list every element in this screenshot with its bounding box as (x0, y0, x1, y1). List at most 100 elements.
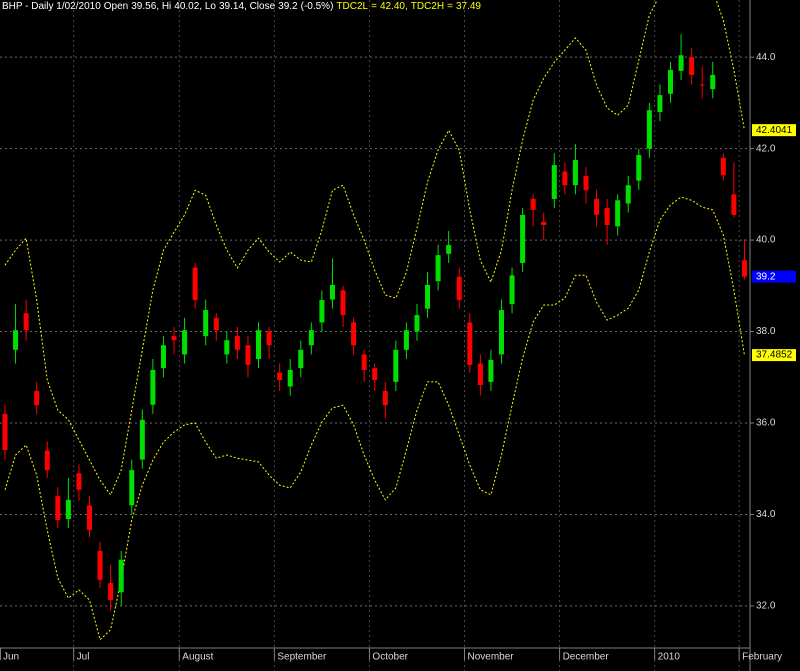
candle-body (277, 372, 283, 381)
candle-body (699, 84, 705, 86)
candle-body (129, 470, 135, 506)
candle-body (139, 419, 145, 460)
candle-body (625, 185, 631, 204)
header-text: TDC2L (336, 1, 369, 12)
candle-body (403, 330, 409, 350)
plot-area (2, 0, 747, 641)
candle-body (583, 176, 589, 191)
x-tick-label: August (182, 652, 213, 663)
candle-body (731, 194, 737, 215)
candle-body (150, 369, 156, 405)
header-text: = (447, 1, 453, 12)
candle-body (245, 345, 251, 365)
x-tick-label: 2010 (658, 652, 681, 663)
header-text: , Hi (156, 1, 172, 12)
header-text: = (371, 1, 377, 12)
value-marker (752, 124, 796, 137)
candle-body (329, 284, 335, 300)
header-text: Open (103, 1, 129, 12)
candle-body (393, 349, 399, 382)
y-tick-label: 36.0 (756, 418, 776, 429)
candle-body (456, 276, 462, 300)
x-tick-label: February (742, 652, 782, 663)
candle-body (23, 313, 29, 331)
header-text: 39.56 (131, 1, 157, 12)
candle-body (435, 255, 441, 282)
candle-body (657, 95, 663, 113)
header-text: 42.40 (379, 1, 405, 12)
candle-body (351, 322, 357, 346)
candle-body (266, 331, 272, 346)
header-text: 39.14 (218, 1, 245, 12)
candle-body (203, 310, 209, 337)
candle-body (530, 198, 536, 210)
axes: 32.0 34.0 36.0 38.0 40.0 42.0 44.0 Jun Jul August… (0, 52, 796, 663)
candle-body (667, 69, 673, 94)
candle-body (467, 322, 473, 365)
header-text: , Lo (199, 1, 216, 12)
candle-body (541, 221, 547, 225)
candle-body (425, 284, 431, 309)
candle-body (34, 390, 40, 406)
candle-body (160, 345, 166, 369)
candle-body (414, 315, 420, 332)
candle-body (689, 57, 695, 75)
value-marker-label: 37.4852 (756, 350, 793, 361)
candle-body (87, 505, 93, 531)
x-tick-label: Jul (77, 652, 90, 663)
y-tick-label: 42.0 (756, 143, 776, 154)
x-tick-label: December (563, 652, 610, 663)
x-tick-label: September (277, 652, 327, 663)
candle-body (65, 499, 71, 520)
grid (0, 0, 750, 671)
candle-body (361, 354, 367, 370)
value-marker (752, 349, 796, 362)
x-tick-label: Jun (3, 652, 19, 663)
candle-body (118, 559, 124, 593)
y-tick-label: 32.0 (756, 601, 776, 612)
value-marker-label: 39.2 (756, 271, 776, 282)
candle-body (192, 267, 198, 300)
candle-body (636, 155, 642, 181)
candle-body (256, 330, 262, 359)
y-tick-label: 38.0 (756, 326, 776, 337)
candle-body (308, 330, 314, 346)
chart-header: BHP - Daily 1/02/2010 Open 39.56, Hi 40.02,… (2, 1, 481, 12)
y-tick-label: 44.0 (756, 52, 776, 63)
candle-body (646, 110, 652, 149)
candle-body (562, 171, 568, 186)
header-text: , (404, 1, 408, 12)
band-line (4, 196, 745, 641)
header-text: , Close (244, 1, 276, 12)
candle-body (97, 551, 103, 580)
candle-body (213, 317, 219, 331)
candle-body (224, 340, 230, 355)
candle-body (604, 208, 610, 225)
candle-body (678, 55, 684, 71)
header-text: 39.2 (278, 1, 298, 12)
x-tick-label: October (372, 652, 408, 663)
value-marker-label: 42.4041 (756, 125, 793, 136)
candle-body (572, 160, 578, 186)
candle-body (108, 583, 114, 600)
candle-body (710, 74, 716, 90)
candle-body (477, 363, 483, 386)
candle-body (372, 368, 378, 381)
candle-body (551, 165, 557, 199)
candle-body (287, 369, 293, 387)
candle-body (594, 198, 600, 215)
candle-body (319, 299, 325, 323)
candle-body (2, 413, 8, 450)
candle-body (76, 473, 82, 490)
candle-body (382, 390, 388, 406)
candle-body (13, 330, 19, 350)
candle-body (182, 330, 188, 355)
header-text: 40.02 (174, 1, 200, 12)
candle-body (615, 200, 621, 227)
header-text: BHP - Daily 1/02/2010 (2, 1, 101, 12)
candle-body (55, 496, 61, 520)
candle-body (340, 290, 346, 316)
header-text: (-0.5%) (300, 1, 334, 12)
